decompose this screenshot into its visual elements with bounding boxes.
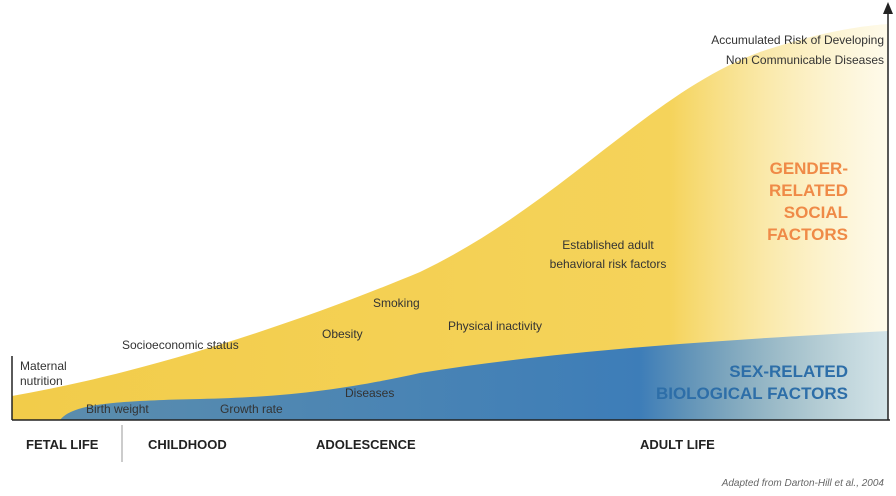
source: Adapted from Darton-Hill et al., 2004 xyxy=(721,478,885,489)
stage: FETAL LIFE xyxy=(26,437,99,452)
sex-line: SEX-RELATED xyxy=(729,362,848,381)
gender-line: RELATED xyxy=(769,181,848,200)
sex-area xyxy=(60,331,888,420)
axis-label: Non Communicable Diseases xyxy=(726,53,884,67)
label: Smoking xyxy=(373,296,420,310)
label: Growth rate xyxy=(220,402,283,416)
label: nutrition xyxy=(20,374,63,388)
label: behavioral risk factors xyxy=(550,257,667,271)
gender-line: SOCIAL xyxy=(784,203,848,222)
label: Established adult xyxy=(562,238,654,252)
gender-area xyxy=(12,24,888,420)
label: Obesity xyxy=(322,327,363,341)
gender-factors: GENDER- RELATED SOCIAL FACTORS xyxy=(767,159,848,244)
axis-label: Accumulated Risk of Developing xyxy=(711,33,884,47)
stage: ADULT LIFE xyxy=(640,437,715,452)
label: Socioeconomic status xyxy=(122,338,239,352)
sex-line: BIOLOGICAL FACTORS xyxy=(656,384,848,403)
gender-line: GENDER- xyxy=(770,159,848,178)
label: Maternal xyxy=(20,359,67,373)
label: Physical inactivity xyxy=(448,319,542,333)
stage: ADOLESCENCE xyxy=(316,437,416,452)
arrow xyxy=(883,2,893,14)
stage: CHILDHOOD xyxy=(148,437,227,452)
label: Birth weight xyxy=(86,402,149,416)
label: Diseases xyxy=(345,386,394,400)
gender-line: FACTORS xyxy=(767,225,848,244)
